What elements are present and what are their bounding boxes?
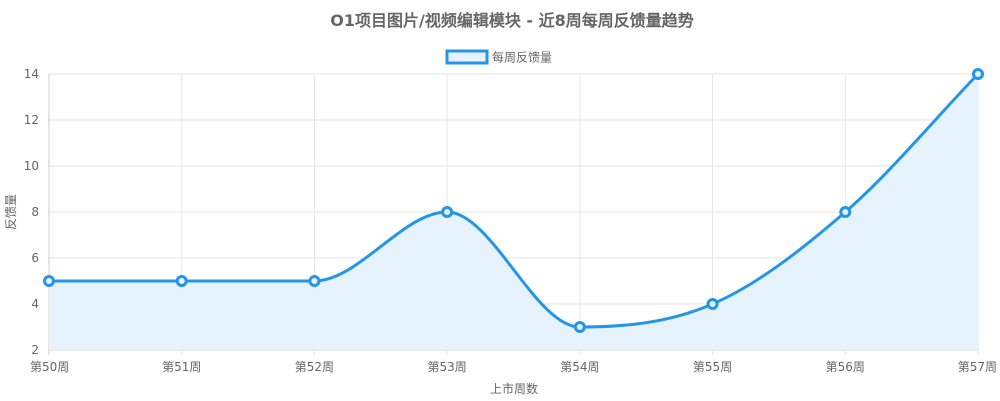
x-tick-label: 第55周 bbox=[693, 360, 732, 374]
y-tick-label: 8 bbox=[31, 205, 39, 219]
x-tick-label: 第50周 bbox=[30, 360, 69, 374]
legend[interactable]: 每周反馈量 bbox=[445, 49, 552, 65]
data-point[interactable] bbox=[308, 275, 321, 287]
x-tick-label: 第52周 bbox=[295, 360, 334, 374]
x-tick-label: 第57周 bbox=[958, 360, 997, 374]
data-point[interactable] bbox=[706, 298, 719, 310]
data-points bbox=[43, 68, 984, 333]
chart-title: O1项目图片/视频编辑模块 - 近8周每周反馈量趋势 bbox=[330, 11, 694, 30]
y-axis-ticks: 2 4 6 8 10 12 14 bbox=[24, 67, 39, 357]
legend-label: 每周反馈量 bbox=[492, 50, 552, 65]
y-axis-label: 反馈量 bbox=[4, 194, 18, 230]
series-line bbox=[49, 72, 980, 329]
data-point[interactable] bbox=[839, 206, 852, 218]
data-point[interactable] bbox=[573, 321, 586, 333]
data-point[interactable] bbox=[972, 68, 984, 80]
y-tick-label: 10 bbox=[24, 159, 39, 173]
data-point[interactable] bbox=[175, 275, 188, 287]
x-tick-label: 第56周 bbox=[826, 360, 865, 374]
y-tick-label: 14 bbox=[24, 67, 39, 81]
x-tick-label: 第54周 bbox=[560, 360, 599, 374]
y-tick-label: 4 bbox=[31, 297, 39, 311]
x-axis-label: 上市周数 bbox=[490, 381, 538, 396]
legend-swatch bbox=[445, 49, 489, 65]
y-tick-label: 12 bbox=[24, 113, 39, 127]
data-point[interactable] bbox=[441, 206, 454, 218]
data-point[interactable] bbox=[43, 275, 55, 287]
x-axis-ticks: 第50周 第51周 第52周 第53周 第54周 第55周 第56周 第57周 bbox=[30, 360, 997, 374]
x-tick-label: 第53周 bbox=[428, 360, 467, 374]
x-tick-label: 第51周 bbox=[162, 360, 201, 374]
y-tick-label: 6 bbox=[31, 251, 39, 265]
y-tick-label: 2 bbox=[31, 343, 39, 357]
